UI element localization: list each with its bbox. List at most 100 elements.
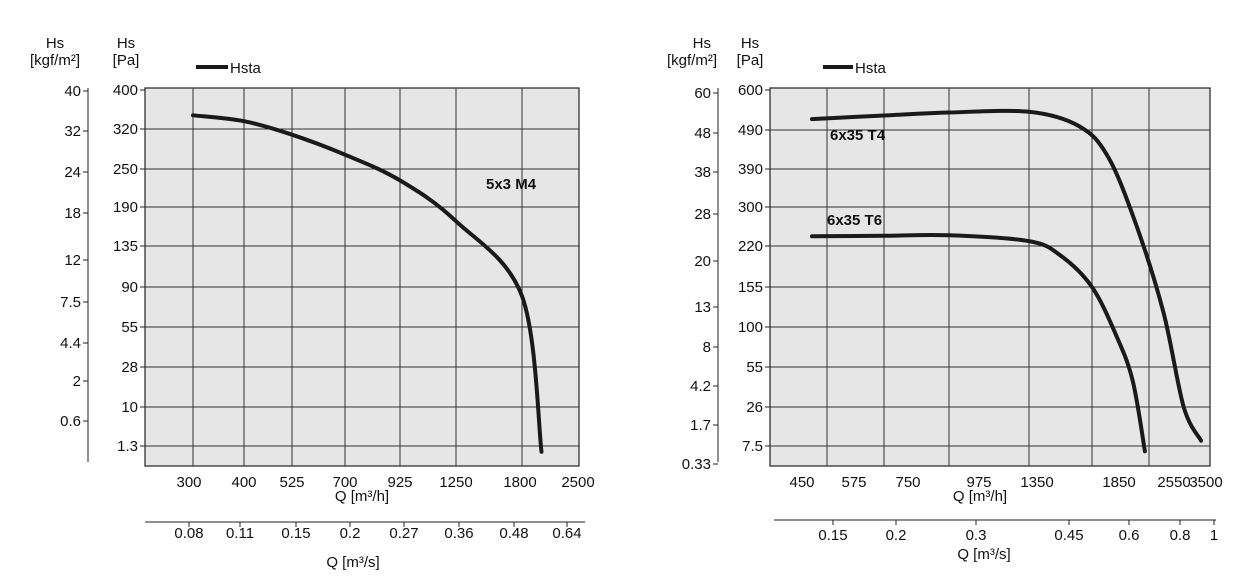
x2-axis-label: Q [m³/s]	[326, 554, 379, 571]
right-axis-tick-label: 220	[738, 238, 763, 255]
left-axis-tick-label: 40	[64, 83, 81, 100]
left-axis-tick-label: 8	[703, 339, 711, 356]
x-axis-tick-label: 2500	[561, 474, 594, 491]
right-axis-ticks: 600 490 390 300 220 155 100 55 26 7.5	[738, 82, 770, 455]
right-axis-tick-label: 155	[738, 279, 763, 296]
x-axis-tick-label: 925	[387, 474, 412, 491]
right-axis-tick-label: 90	[121, 279, 138, 296]
left-axis-title-1: Hs	[693, 35, 711, 52]
x-axis-tick-label: 1850	[1102, 474, 1135, 491]
chart-right-svg: 6x35 T4 6x35 T6 60483828201384.21.70.33 …	[667, 35, 1223, 563]
x2-axis-tick-label: 0.2	[886, 527, 907, 544]
left-axis-ticks: 40 32 24 18 12 7.5 4.4 2 0.6	[60, 83, 88, 430]
curve-6x35-t4	[810, 108, 1204, 443]
curve-label-5x3-m4: 5x3 M4	[486, 176, 537, 193]
x2-axis-tick-label: 0.2	[340, 525, 361, 542]
plot-area: 6x35 T4 6x35 T6	[769, 87, 1211, 467]
right-axis-title-1: Hs	[117, 35, 135, 52]
x2-axis-ticks: 0.08 0.11 0.15 0.2 0.27 0.36 0.48 0.64	[174, 522, 582, 542]
x2-axis-tick-label: 0.3	[966, 527, 987, 544]
plot-area: 5x3 M4	[144, 87, 580, 467]
left-axis-title-1: Hs	[46, 35, 64, 52]
right-axis-tick-label: 55	[746, 359, 763, 376]
x2-axis-tick-label: 0.8	[1170, 527, 1191, 544]
right-axis-ticks: 400 320 250 190 135 90 55 28 10 1.3	[113, 82, 145, 455]
left-axis-tick-label: 60	[694, 85, 711, 102]
x-axis-tick-label: 525	[279, 474, 304, 491]
x2-axis-ticks: 0.15 0.2 0.3 0.45 0.6 0.8 1	[818, 520, 1218, 544]
x-axis-tick-label: 400	[231, 474, 256, 491]
horizontal-grid	[770, 129, 1210, 447]
left-axis-tick-label: 28	[694, 206, 711, 223]
legend-label: Hsta	[230, 60, 262, 77]
right-axis-tick-label: 190	[113, 199, 138, 216]
right-axis-tick-label: 7.5	[742, 438, 763, 455]
x2-axis-tick-label: 1	[1210, 527, 1218, 544]
left-axis-tick-label: 38	[694, 164, 711, 181]
x2-axis-tick-label: 0.27	[389, 525, 418, 542]
vertical-grid	[192, 88, 523, 466]
left-axis-tick-label: 0.33	[682, 456, 711, 473]
x-axis-tick-label: 1250	[439, 474, 472, 491]
right-axis-tick-label: 300	[738, 199, 763, 216]
left-axis-tick-label: 12	[64, 252, 81, 269]
left-axis-tick-label: 13	[694, 299, 711, 316]
x2-axis-tick-label: 0.6	[1119, 527, 1140, 544]
x-axis-tick-label: 575	[841, 474, 866, 491]
x-axis-label: Q [m³/h]	[953, 488, 1007, 505]
x2-axis-tick-label: 0.08	[174, 525, 203, 542]
right-axis-tick-label: 1.3	[117, 438, 138, 455]
x2-axis-label: Q [m³/s]	[957, 546, 1010, 563]
x-axis-tick-label: 2550	[1157, 474, 1190, 491]
x-axis-label: Q [m³/h]	[335, 488, 389, 505]
left-axis-title-2: [kgf/m²]	[667, 52, 717, 69]
right-axis-tick-label: 135	[113, 238, 138, 255]
left-axis-tick-label: 20	[694, 253, 711, 270]
horizontal-grid	[145, 128, 579, 447]
right-axis-tick-label: 26	[746, 399, 763, 416]
left-axis-tick-label: 4.4	[60, 335, 81, 352]
x-axis-tick-label: 750	[895, 474, 920, 491]
left-axis-ticks: 60 48 38 28 20 13 8 4.2 1.7 0.33	[682, 85, 718, 473]
x2-axis-tick-label: 0.36	[444, 525, 473, 542]
right-axis-title-2: [Pa]	[113, 52, 140, 69]
right-axis-tick-label: 390	[738, 161, 763, 178]
x-axis-tick-label: 700	[332, 474, 357, 491]
chart-left: 5x3 M4 40 32 24 18 12 7.5 4.4 2 0.6 400 320 250 190…	[0, 0, 624, 583]
left-axis-tick-label: 18	[64, 205, 81, 222]
plot-background	[769, 87, 1211, 467]
left-axis-tick-label: 4.2	[690, 378, 711, 395]
left-axis-title-2: [kgf/m²]	[30, 52, 80, 69]
left-axis-tick-label: 0.6	[60, 413, 81, 430]
curve-label-6x35-t6: 6x35 T6	[827, 212, 882, 229]
vertical-grid	[826, 88, 1150, 466]
x-axis-tick-label: 300	[176, 474, 201, 491]
right-axis-tick-label: 490	[738, 122, 763, 139]
right-axis-tick-label: 600	[738, 82, 763, 99]
plot-background	[144, 87, 580, 467]
chart-right: 6x35 T4 6x35 T6 60 48 38 28 20 13 8 4.2 1.7 0.33 …	[624, 0, 1248, 583]
right-axis-tick-label: 55	[121, 319, 138, 336]
curve-label-6x35-t4: 6x35 T4	[830, 127, 886, 144]
x2-axis-tick-label: 0.15	[818, 527, 847, 544]
x2-axis-tick-label: 0.11	[226, 525, 254, 542]
right-axis-tick-label: 400	[113, 82, 138, 99]
x-axis-tick-label: 1350	[1020, 474, 1053, 491]
left-axis-tick-label: 32	[64, 123, 81, 140]
left-axis-tick-label: 7.5	[60, 294, 81, 311]
x2-axis-tick-label: 0.64	[552, 525, 581, 542]
right-axis-title-1: Hs	[741, 35, 759, 52]
x-axis-ticks: 300 400 525 700 925 1250 1800 2500	[176, 474, 594, 491]
right-axis-tick-label: 100	[738, 319, 763, 336]
left-axis-tick-label: 48	[694, 125, 711, 142]
x-axis-tick-label: 1800	[503, 474, 536, 491]
left-axis-tick-label: 1.7	[690, 417, 711, 434]
x-axis-tick-label: 975	[966, 474, 991, 491]
right-axis-tick-label: 320	[113, 121, 138, 138]
curve-5x3-m4	[191, 113, 544, 454]
x2-axis-tick-label: 0.15	[281, 525, 310, 542]
x2-axis-tick-label: 0.48	[499, 525, 528, 542]
right-axis-title-2: [Pa]	[737, 52, 764, 69]
curve-6x35-t6	[810, 232, 1147, 454]
